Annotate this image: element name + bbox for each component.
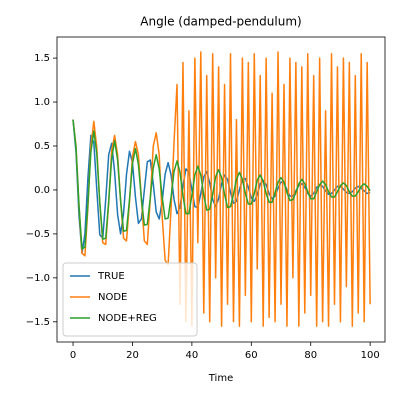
y-tick-label: −1.0 xyxy=(26,273,50,284)
x-tick-label: 100 xyxy=(361,350,380,361)
x-tick-label: 20 xyxy=(126,350,139,361)
legend-label: TRUE xyxy=(97,271,125,282)
legend-label: NODE+REG xyxy=(98,313,157,324)
y-tick-label: 1.5 xyxy=(34,53,50,64)
legend-box xyxy=(62,262,198,337)
x-tick-label: 80 xyxy=(304,350,317,361)
y-tick-label: 1.0 xyxy=(34,97,50,108)
y-tick-label: 0.5 xyxy=(34,141,50,152)
plot-frame xyxy=(56,36,386,343)
series-line xyxy=(72,119,371,250)
x-tick-label: 0 xyxy=(70,350,76,361)
legend-label: NODE xyxy=(98,292,127,303)
x-tick-label: 40 xyxy=(186,350,199,361)
x-tick-label: 60 xyxy=(245,350,258,361)
x-axis-label: Time xyxy=(208,373,233,384)
y-tick-label: −0.5 xyxy=(26,229,50,240)
y-tick-label: −1.5 xyxy=(26,317,50,328)
y-tick-label: 0.0 xyxy=(34,185,50,196)
chart-title: Angle (damped-pendulum) xyxy=(140,15,301,29)
